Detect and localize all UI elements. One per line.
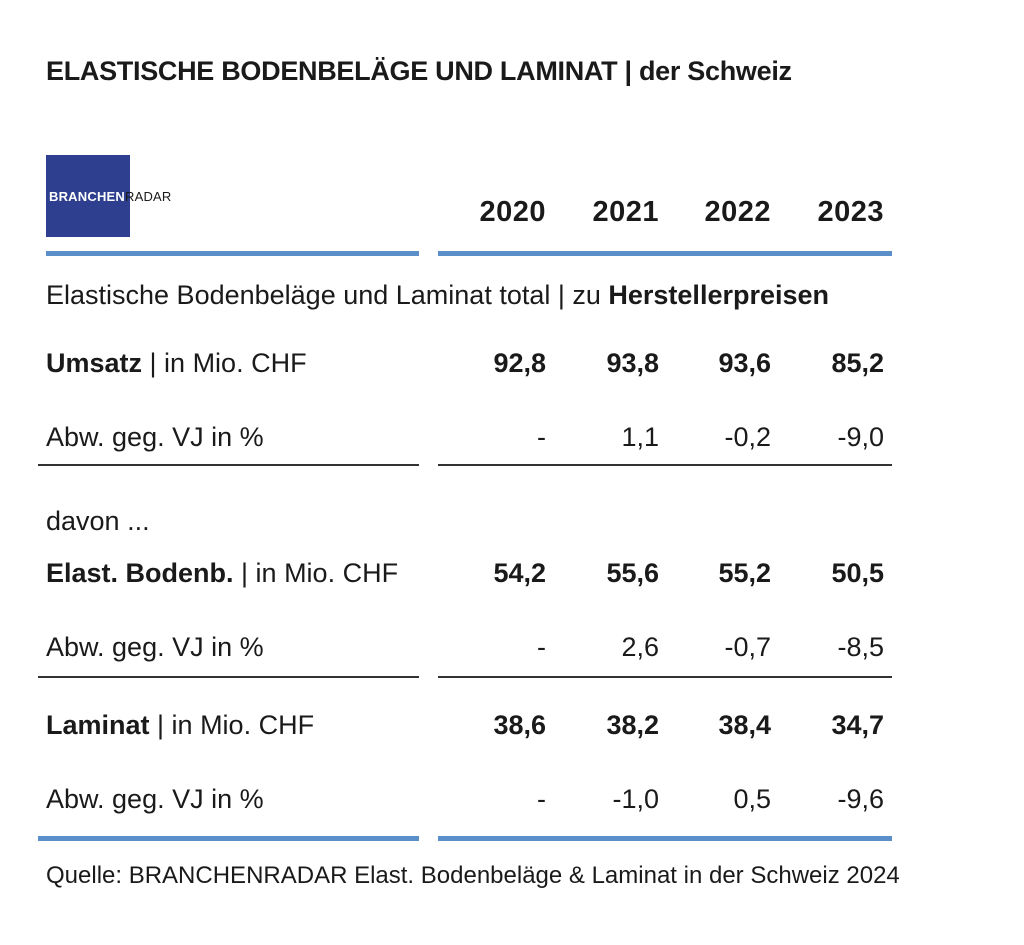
cell-umsatz-2022: 93,6	[718, 348, 771, 378]
divider-left-2	[38, 676, 419, 678]
footer-rule-right	[438, 836, 892, 841]
page-title: ELASTISCHE BODENBELÄGE UND LAMINAT | der…	[46, 56, 792, 86]
cell-umsatz-2023: 85,2	[831, 348, 884, 378]
column-header-2021: 2021	[592, 196, 659, 228]
cell-umsatz-change-2022: -0,2	[724, 422, 771, 452]
cell-umsatz-change-2021: 1,1	[621, 422, 659, 452]
cell-laminat-change-2023: -9,6	[837, 784, 884, 814]
cell-laminat-2022: 38,4	[718, 710, 771, 740]
cell-umsatz-change-2020: -	[537, 422, 546, 452]
section-header: Elastische Bodenbeläge und Laminat total…	[46, 280, 830, 310]
header-rule-left	[46, 251, 419, 256]
cell-laminat-2021: 38,2	[606, 710, 659, 740]
cell-elast-2023: 50,5	[831, 558, 884, 588]
divider-right-1	[438, 464, 892, 466]
cell-umsatz-2021: 93,8	[606, 348, 659, 378]
cell-elast-change-2020: -	[537, 632, 546, 662]
intro-davon: davon ...	[46, 506, 150, 536]
cell-laminat-change-2021: -1,0	[612, 784, 659, 814]
row-label-umsatz: Umsatz | in Mio. CHF	[46, 348, 307, 378]
cell-umsatz-change-2023: -9,0	[837, 422, 884, 452]
cell-laminat-change-2022: 0,5	[733, 784, 771, 814]
row-label-laminat-change: Abw. geg. VJ in %	[46, 784, 264, 814]
divider-left-1	[38, 464, 419, 466]
footer-rule-left	[38, 836, 419, 841]
column-header-2020: 2020	[479, 196, 546, 228]
row-label-umsatz-change: Abw. geg. VJ in %	[46, 422, 264, 452]
column-header-2023: 2023	[817, 196, 884, 228]
cell-elast-change-2021: 2,6	[621, 632, 659, 662]
row-label-elast-bodenb: Elast. Bodenb. | in Mio. CHF	[46, 558, 399, 588]
cell-elast-2022: 55,2	[718, 558, 771, 588]
cell-laminat-change-2020: -	[537, 784, 546, 814]
cell-elast-change-2022: -0,7	[724, 632, 771, 662]
cell-laminat-2023: 34,7	[831, 710, 884, 740]
column-header-2022: 2022	[704, 196, 771, 228]
header-rule-right	[438, 251, 892, 256]
cell-elast-2020: 54,2	[493, 558, 546, 588]
source-note: Quelle: BRANCHENRADAR Elast. Bodenbeläge…	[46, 862, 900, 889]
cell-laminat-2020: 38,6	[493, 710, 546, 740]
cell-umsatz-2020: 92,8	[493, 348, 546, 378]
divider-right-2	[438, 676, 892, 678]
row-label-laminat: Laminat | in Mio. CHF	[46, 710, 315, 740]
brand-logo-text: BRANCHENRADAR	[49, 189, 172, 204]
cell-elast-2021: 55,6	[606, 558, 659, 588]
brand-logo: BRANCHENRADAR	[46, 155, 171, 237]
cell-elast-change-2023: -8,5	[837, 632, 884, 662]
row-label-elast-change: Abw. geg. VJ in %	[46, 632, 264, 662]
